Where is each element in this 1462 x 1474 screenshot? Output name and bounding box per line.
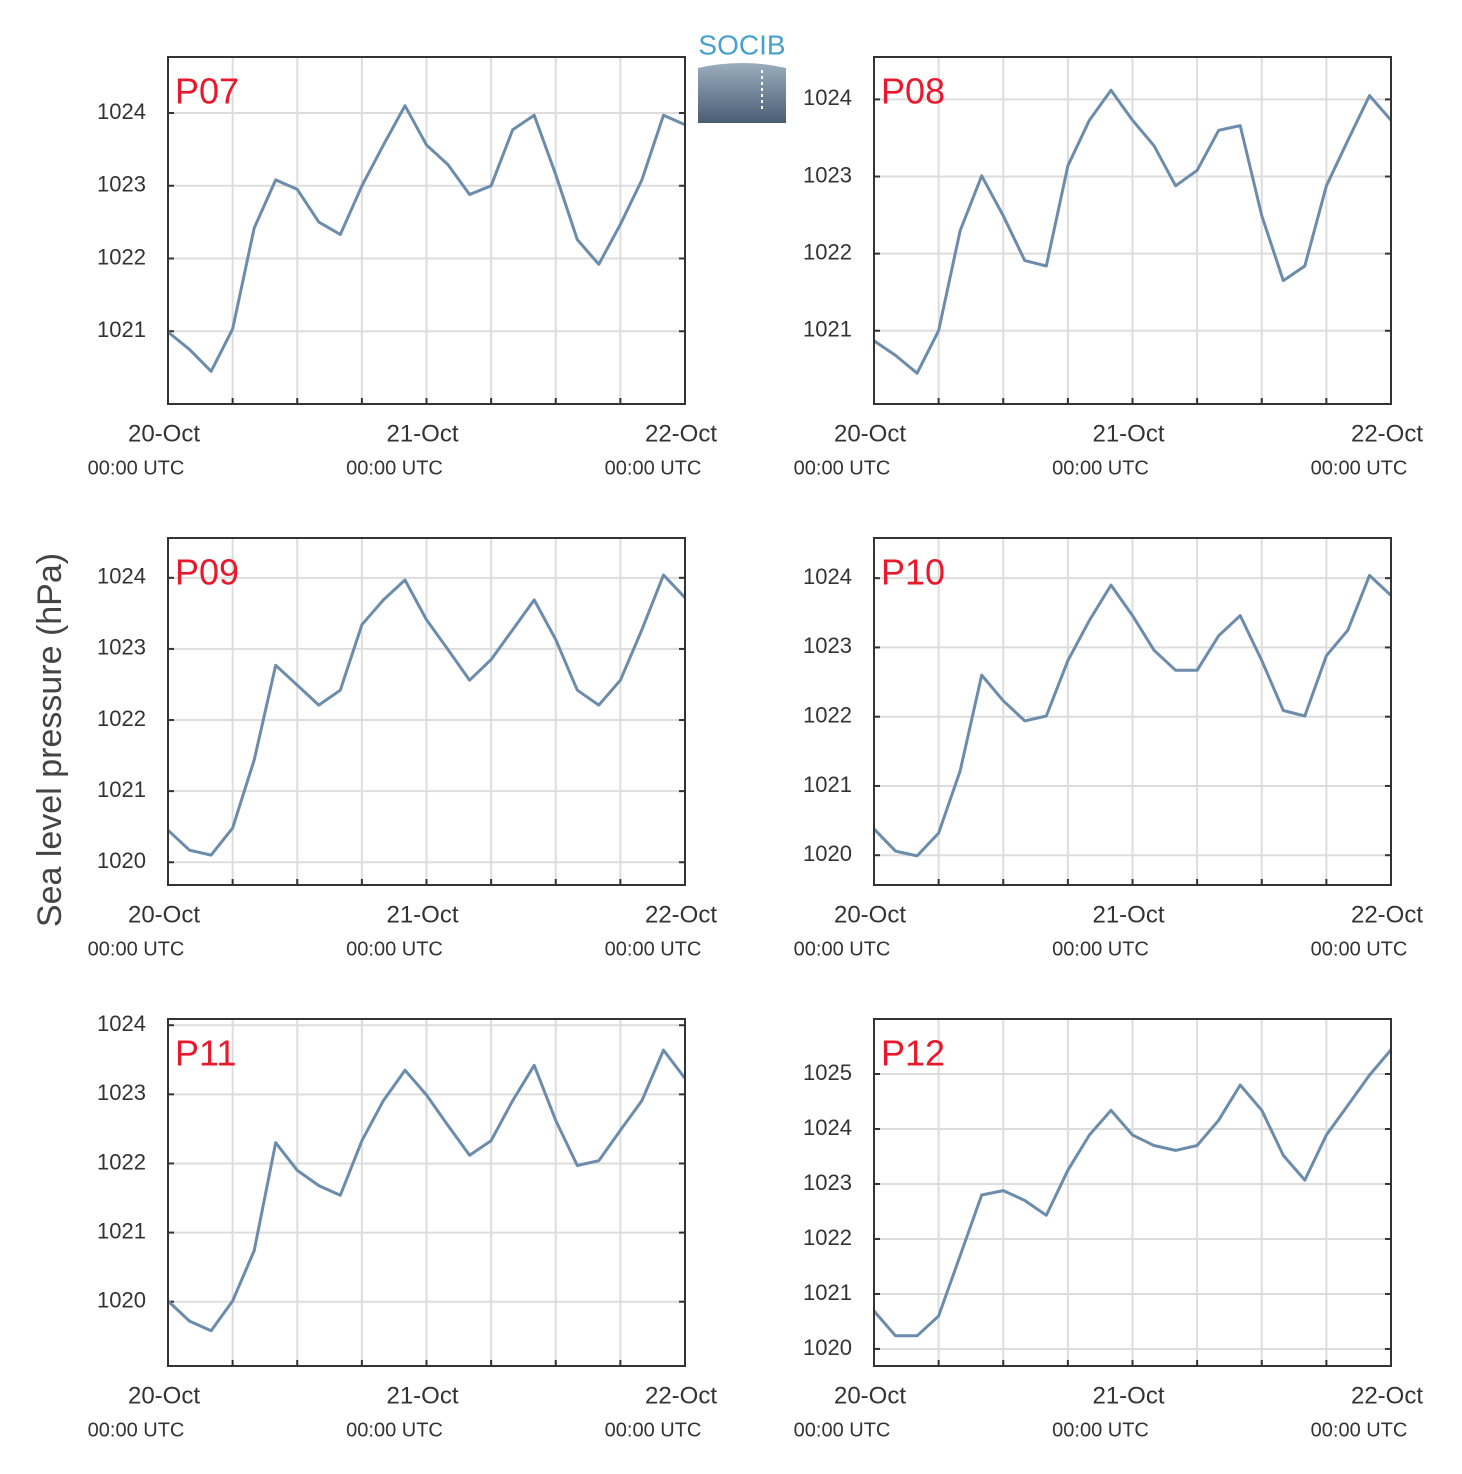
- x-tick-label: 22-Oct: [645, 901, 717, 928]
- plot-frame: [873, 56, 1392, 405]
- x-tick-label: 20-Oct: [834, 1382, 906, 1409]
- x-tick-label: 21-Oct: [1092, 1382, 1164, 1409]
- x-tick-sublabel: 00:00 UTC: [794, 1419, 891, 1441]
- x-tick-sublabel: 00:00 UTC: [346, 457, 443, 479]
- logo: SOCIB: [698, 29, 786, 123]
- x-tick-label: 20-Oct: [834, 901, 906, 928]
- y-tick-label: 1023: [803, 633, 852, 658]
- y-tick-label: 1021: [803, 317, 852, 342]
- x-tick-sublabel: 00:00 UTC: [794, 457, 891, 479]
- y-axis-label: Sea level pressure (hPa): [31, 553, 69, 927]
- y-tick-label: 1024: [97, 564, 146, 589]
- logo-shape: [698, 63, 786, 123]
- y-tick-label: 1024: [803, 564, 852, 589]
- x-tick-label: 22-Oct: [1351, 420, 1423, 447]
- panel: 1020 1021 1022 1023 1024 1025 20-Oct 00:00 UTC 2…: [794, 1018, 1423, 1441]
- line: [872, 1048, 1393, 1338]
- y-tick-label: 1023: [803, 162, 852, 187]
- panel: 1021 1022 1023 1024 20-Oct 00:00 UTC 21-Oct 00:…: [794, 56, 1423, 479]
- panel: 1021 1022 1023 1024 20-Oct 00:00 UTC 21-Oct 00:…: [88, 56, 717, 479]
- y-tick-label: 1022: [97, 1149, 146, 1174]
- x-tick-label: 22-Oct: [645, 1382, 717, 1409]
- x-tick-sublabel: 00:00 UTC: [346, 1419, 443, 1441]
- y-tick-label: 1024: [97, 99, 146, 124]
- panel-title: P12: [881, 1033, 945, 1074]
- y-tick-label: 1020: [803, 1335, 852, 1360]
- y-tick-label: 1023: [97, 635, 146, 660]
- x-tick-sublabel: 00:00 UTC: [1052, 938, 1149, 960]
- x-tick-label: 20-Oct: [128, 1382, 200, 1409]
- line: [166, 573, 687, 857]
- line: [872, 573, 1393, 858]
- x-tick-label: 22-Oct: [645, 420, 717, 447]
- x-tick-sublabel: 00:00 UTC: [1052, 1419, 1149, 1441]
- y-tick-label: 1022: [97, 706, 146, 731]
- x-tick-label: 20-Oct: [128, 901, 200, 928]
- x-tick-label: 21-Oct: [1092, 420, 1164, 447]
- y-tick-label: 1021: [97, 1218, 146, 1243]
- y-tick-label: 1024: [803, 1115, 852, 1140]
- plot-frame: [873, 1018, 1392, 1367]
- x-tick-sublabel: 00:00 UTC: [605, 938, 702, 960]
- y-tick-label: 1022: [803, 703, 852, 728]
- x-tick-sublabel: 00:00 UTC: [605, 1419, 702, 1441]
- y-tick-label: 1024: [803, 85, 852, 110]
- y-tick-label: 1025: [803, 1060, 852, 1085]
- x-tick-label: 21-Oct: [386, 1382, 458, 1409]
- line: [166, 1048, 687, 1333]
- plot-frame: [167, 537, 686, 886]
- panel-title: P11: [175, 1033, 236, 1074]
- x-tick-sublabel: 00:00 UTC: [794, 938, 891, 960]
- y-tick-label: 1021: [97, 777, 146, 802]
- x-tick-sublabel: 00:00 UTC: [88, 457, 185, 479]
- x-tick-sublabel: 00:00 UTC: [1052, 457, 1149, 479]
- x-tick-sublabel: 00:00 UTC: [605, 457, 702, 479]
- y-tick-label: 1022: [803, 1225, 852, 1250]
- panel-title: P09: [175, 552, 239, 593]
- panel-title: P07: [175, 71, 239, 112]
- x-tick-sublabel: 00:00 UTC: [346, 938, 443, 960]
- panel: 1020 1021 1022 1023 1024 20-Oct 00:00 UTC 21-Oc…: [794, 537, 1423, 960]
- x-tick-label: 21-Oct: [1092, 901, 1164, 928]
- panel: 1020 1021 1022 1023 1024 20-Oct 00:00 UTC 21-Oc…: [88, 537, 717, 960]
- line: [167, 104, 686, 373]
- x-tick-label: 22-Oct: [1351, 1382, 1423, 1409]
- panel-title: P10: [881, 552, 945, 593]
- x-tick-label: 21-Oct: [386, 420, 458, 447]
- x-tick-label: 20-Oct: [128, 420, 200, 447]
- y-tick-label: 1020: [97, 848, 146, 873]
- x-tick-sublabel: 00:00 UTC: [88, 1419, 185, 1441]
- y-tick-label: 1021: [803, 772, 852, 797]
- x-tick-label: 22-Oct: [1351, 901, 1423, 928]
- logo-text: SOCIB: [698, 29, 785, 60]
- x-tick-sublabel: 00:00 UTC: [1311, 1419, 1408, 1441]
- y-tick-label: 1023: [803, 1170, 852, 1195]
- y-tick-label: 1023: [97, 172, 146, 197]
- plot-frame: [167, 56, 686, 405]
- x-tick-label: 20-Oct: [834, 420, 906, 447]
- panel-title: P08: [881, 71, 945, 112]
- y-tick-label: 1022: [803, 239, 852, 264]
- x-tick-sublabel: 00:00 UTC: [1311, 457, 1408, 479]
- x-tick-sublabel: 00:00 UTC: [88, 938, 185, 960]
- plot-frame: [167, 1018, 686, 1367]
- y-tick-label: 1020: [803, 841, 852, 866]
- line: [873, 88, 1393, 375]
- y-tick-label: 1020: [97, 1288, 146, 1313]
- y-tick-label: 1023: [97, 1080, 146, 1105]
- y-tick-label: 1022: [97, 244, 146, 269]
- y-tick-label: 1021: [97, 317, 146, 342]
- y-tick-label: 1024: [97, 1011, 146, 1036]
- x-tick-label: 21-Oct: [386, 901, 458, 928]
- panel: 1020 1021 1022 1023 1024 20-Oct 00:00 UTC 21-Oc…: [88, 1011, 718, 1441]
- plot-frame: [873, 537, 1392, 886]
- x-tick-sublabel: 00:00 UTC: [1311, 938, 1408, 960]
- y-tick-label: 1021: [803, 1280, 852, 1305]
